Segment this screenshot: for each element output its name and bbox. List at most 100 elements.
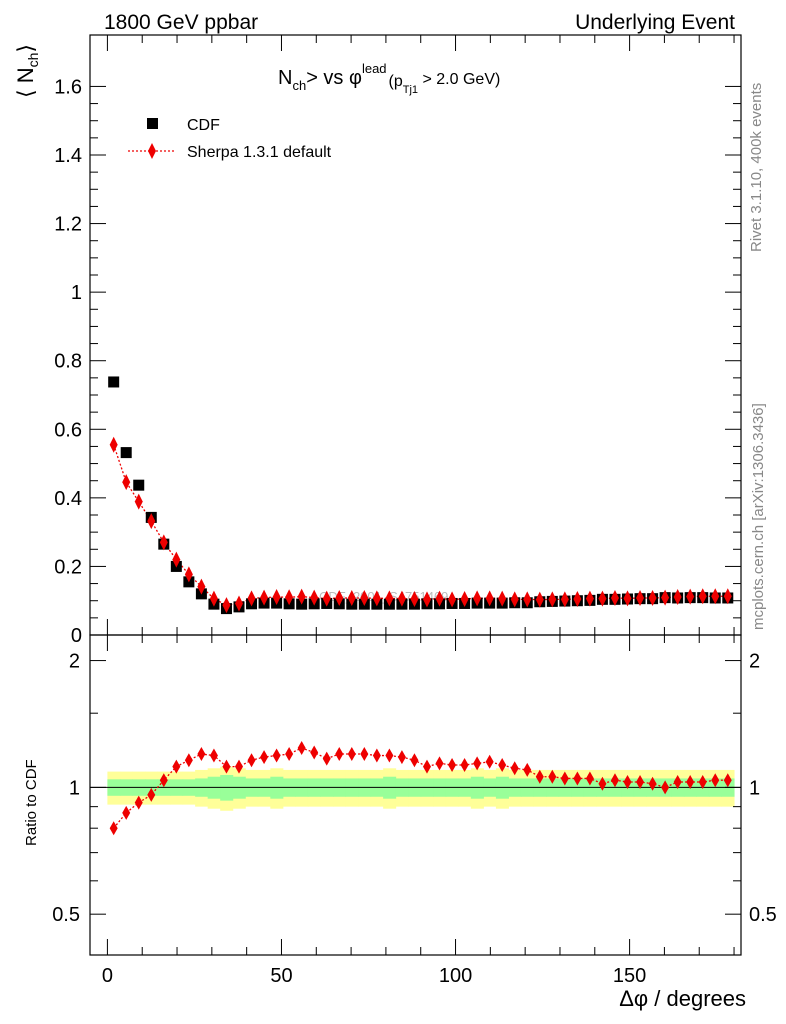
ratio-point (623, 774, 632, 789)
sherpa-point (222, 597, 231, 614)
ratio-point (610, 773, 619, 788)
y-tick-label: 0.8 (54, 351, 82, 373)
y-tick-label: 1.2 (54, 214, 82, 236)
ratio-point (711, 773, 720, 788)
y-tick-label: 1.6 (54, 76, 82, 98)
x-tick-label: 50 (270, 965, 292, 987)
ratio-point (535, 769, 544, 784)
sherpa-point (385, 590, 394, 607)
y-tick-label: 0.2 (54, 556, 82, 578)
ratio-point (197, 747, 206, 762)
ratio-point (723, 773, 732, 788)
sherpa-point (523, 591, 532, 608)
legend: CDF Sherpa 1.3.1 default (128, 117, 332, 161)
ratio-y-tick-label: 0.5 (52, 904, 80, 926)
plot-title: Nch> vs φlead(pTj1 > 2.0 GeV) (278, 61, 500, 96)
main-y-label: ⟨ Nch⟩ (13, 44, 41, 98)
sherpa-point (197, 578, 206, 595)
sherpa-point (686, 588, 695, 605)
ratio-point (272, 748, 281, 763)
ratio-point (698, 774, 707, 789)
ratio-point (448, 758, 457, 773)
ratio-point (560, 771, 569, 786)
ratio-point (661, 780, 670, 795)
sherpa-point (234, 595, 243, 612)
ratio-point (410, 753, 419, 768)
legend-sherpa-marker (148, 143, 156, 159)
sherpa-point (360, 589, 369, 606)
sherpa-point (460, 591, 469, 607)
sherpa-point (723, 588, 732, 605)
ratio-point (134, 795, 143, 810)
ratio-point (585, 771, 594, 786)
sherpa-point (134, 493, 143, 510)
ratio-point (172, 759, 181, 774)
x-tick-label: 0 (102, 965, 113, 987)
ratio-point (648, 776, 657, 791)
ratio-curve (113, 747, 728, 829)
ratio-bands (107, 766, 735, 811)
ratio-point (473, 756, 482, 771)
ratio-point (686, 774, 695, 789)
sherpa-point (585, 590, 594, 607)
ratio-point (422, 759, 431, 774)
sherpa-point (673, 588, 682, 605)
sherpa-point (159, 534, 168, 551)
ratio-point (360, 747, 369, 762)
ratio-ticks: 0.5 0.5 1 1 2 2 0 50 100 150 (52, 635, 777, 987)
sherpa-point (623, 590, 632, 607)
rivet-label: Rivet 3.1.10, 400k events (748, 83, 765, 252)
main-x-ticks (106, 35, 735, 635)
ratio-point (209, 748, 218, 763)
ratio-point (109, 821, 118, 836)
sherpa-point (598, 590, 607, 607)
ratio-point (335, 747, 344, 762)
main-points (108, 376, 734, 615)
sherpa-point (410, 591, 419, 607)
ratio-y-label: Ratio to CDF (23, 759, 40, 846)
sherpa-point (648, 589, 657, 606)
ratio-y-tick-label-right: 2 (749, 651, 760, 673)
sherpa-point (636, 589, 645, 606)
sherpa-point (310, 589, 319, 606)
cdf-point (120, 447, 132, 459)
ratio-point (435, 756, 444, 771)
sherpa-curve (113, 444, 728, 606)
ratio-point (147, 787, 156, 802)
sherpa-point (372, 590, 381, 607)
ratio-y-tick-label: 1 (69, 777, 80, 799)
ratio-point (460, 758, 469, 773)
ratio-panel: 0.5 0.5 1 1 2 2 0 50 100 150 Ratio to CDF Δφ / de… (23, 634, 777, 1011)
ratio-point (222, 759, 231, 774)
header-right: Underlying Event (575, 11, 735, 34)
ratio-point (598, 776, 607, 791)
ratio-point (397, 750, 406, 765)
ratio-points (109, 741, 732, 836)
ratio-point (372, 748, 381, 763)
sherpa-point (711, 588, 720, 605)
ratio-point (322, 751, 331, 766)
ratio-point (297, 741, 306, 756)
sherpa-point (322, 590, 331, 607)
sherpa-point (109, 436, 118, 453)
sherpa-point (260, 589, 269, 606)
sherpa-point (172, 551, 181, 568)
ratio-point (485, 754, 494, 769)
sherpa-point (347, 589, 356, 606)
sherpa-point (147, 513, 156, 530)
ratio-point (347, 747, 356, 762)
ratio-y-tick-label: 2 (69, 651, 80, 673)
cdf-point (108, 376, 120, 388)
ratio-point (548, 769, 557, 784)
cdf-point (133, 479, 145, 491)
sherpa-point (535, 591, 544, 608)
ratio-point (184, 753, 193, 768)
legend-cdf-label: CDF (187, 117, 220, 134)
x-tick-label: 100 (439, 965, 472, 987)
ratio-point (636, 774, 645, 789)
ratio-point (310, 745, 319, 760)
mcplots-label: mcplots.cern.ch [arXiv:1306.3436] (750, 403, 767, 630)
ratio-point (498, 758, 507, 773)
sherpa-point (335, 589, 344, 606)
ratio-frame (89, 634, 742, 956)
